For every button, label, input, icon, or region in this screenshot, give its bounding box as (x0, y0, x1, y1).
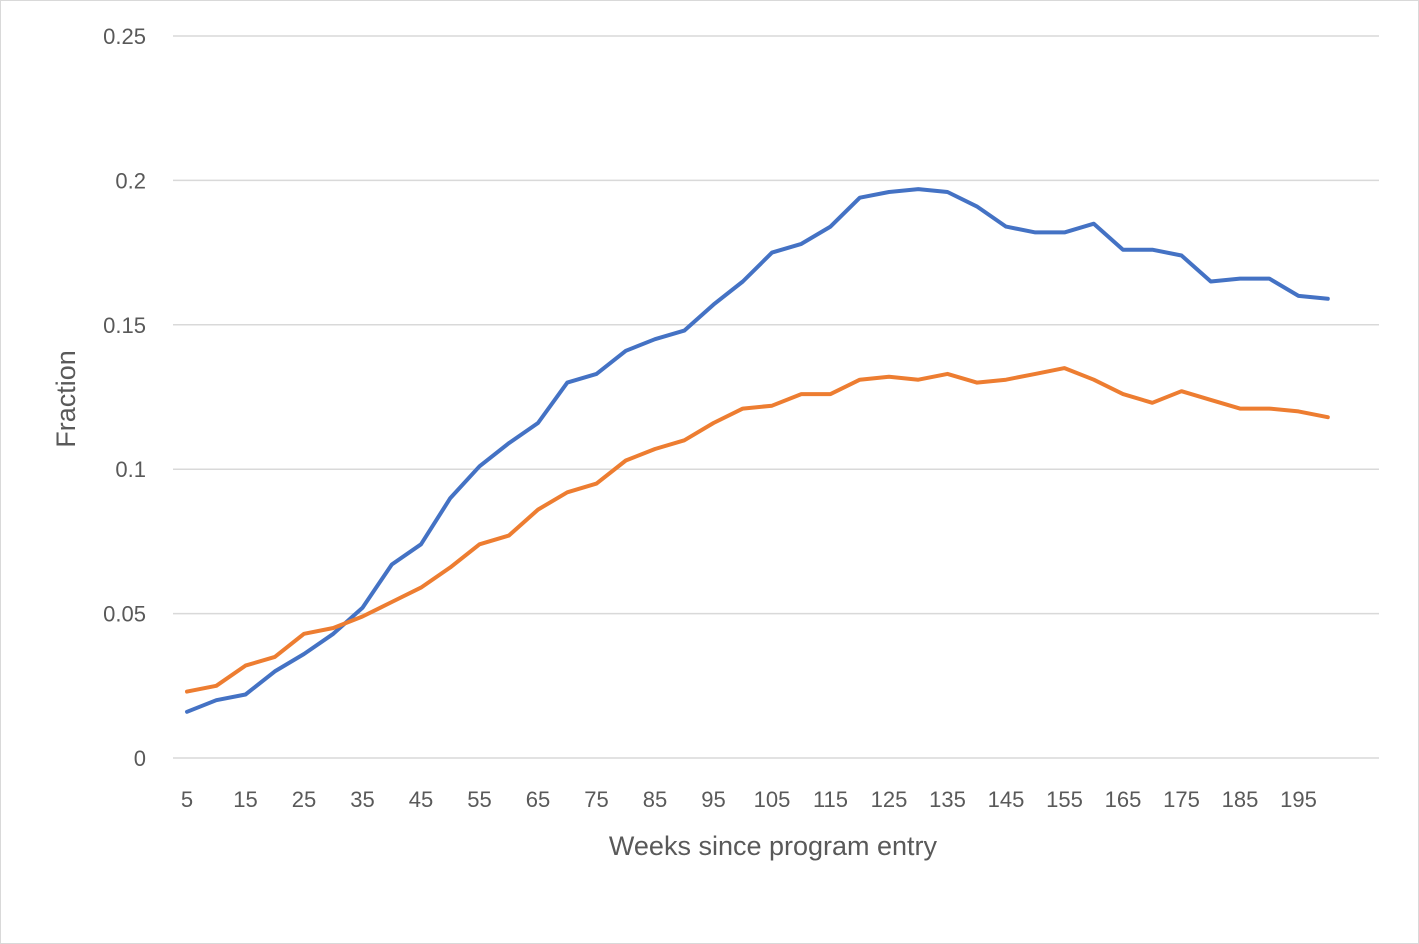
x-tick-label: 65 (526, 787, 550, 812)
x-tick-label: 45 (409, 787, 433, 812)
x-tick-label: 155 (1046, 787, 1083, 812)
series-line-1 (185, 187, 1330, 714)
y-tick-label: 0.2 (115, 168, 146, 193)
x-tick-label: 115 (813, 787, 848, 812)
x-tick-label: 165 (1105, 787, 1142, 812)
gridlines (173, 35, 1379, 759)
x-tick-label: 25 (292, 787, 316, 812)
x-tick-label: 35 (350, 787, 374, 812)
x-tick-label: 15 (233, 787, 257, 812)
x-axis-title: Weeks since program entry (609, 831, 938, 861)
y-tick-label: 0.25 (103, 24, 146, 49)
series-line-2 (185, 366, 1330, 694)
y-tick-labels: 0 0.05 0.1 0.15 0.2 0.25 (103, 24, 146, 771)
y-tick-label: 0.05 (103, 602, 146, 627)
x-tick-label: 175 (1163, 787, 1200, 812)
x-tick-label: 55 (467, 787, 491, 812)
x-tick-label: 105 (754, 787, 791, 812)
x-tick-label: 95 (701, 787, 725, 812)
x-tick-label: 195 (1280, 787, 1317, 812)
y-tick-label: 0 (134, 746, 146, 771)
x-tick-label: 5 (181, 787, 193, 812)
series-lines (185, 187, 1330, 714)
y-tick-label: 0.1 (115, 457, 146, 482)
x-tick-label: 85 (643, 787, 667, 812)
x-tick-label: 125 (871, 787, 908, 812)
x-tick-label: 75 (584, 787, 608, 812)
x-tick-label: 185 (1222, 787, 1259, 812)
y-axis-title: Fraction (51, 350, 81, 448)
y-tick-label: 0.15 (103, 313, 146, 338)
x-tick-label: 145 (988, 787, 1025, 812)
x-tick-label: 135 (929, 787, 966, 812)
x-tick-labels: 5 15 25 35 45 55 65 75 85 95 105 115 125 135 145 155 165… (181, 787, 1317, 812)
